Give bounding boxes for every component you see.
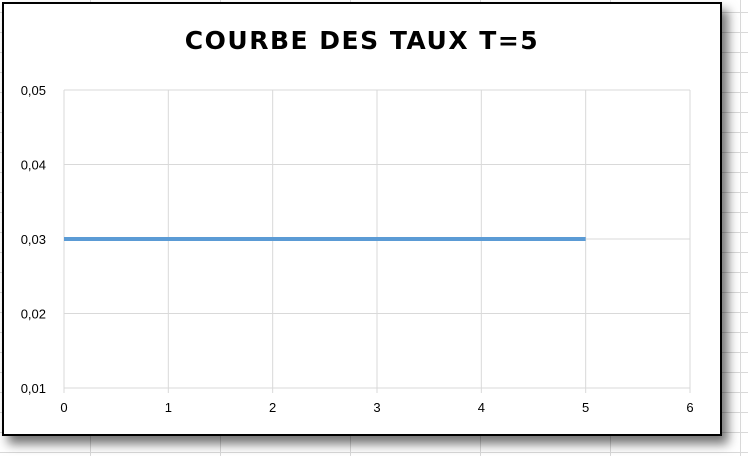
x-tick-label: 1 (165, 400, 172, 415)
x-tick-label: 2 (269, 400, 276, 415)
y-tick-label: 0,05 (21, 83, 46, 98)
chart-plot-area: 0 1 2 3 4 5 6 0,01 0,02 0,03 0,04 0,05 (21, 83, 694, 415)
x-tick-label: 0 (60, 400, 67, 415)
x-tick-label: 3 (373, 400, 380, 415)
y-tick-label: 0,03 (21, 232, 46, 247)
chart-container[interactable]: COURBE DES TAUX T=5 0 1 2 3 4 5 6 0,01 0,02 0,03 0… (2, 2, 722, 436)
x-tick-label: 6 (686, 400, 693, 415)
y-tick-label: 0,01 (21, 381, 46, 396)
x-tick-label: 4 (478, 400, 485, 415)
y-tick-label: 0,02 (21, 307, 46, 322)
y-tick-label: 0,04 (21, 158, 46, 173)
chart-title: COURBE DES TAUX T=5 (184, 26, 540, 55)
x-tick-label: 5 (582, 400, 589, 415)
